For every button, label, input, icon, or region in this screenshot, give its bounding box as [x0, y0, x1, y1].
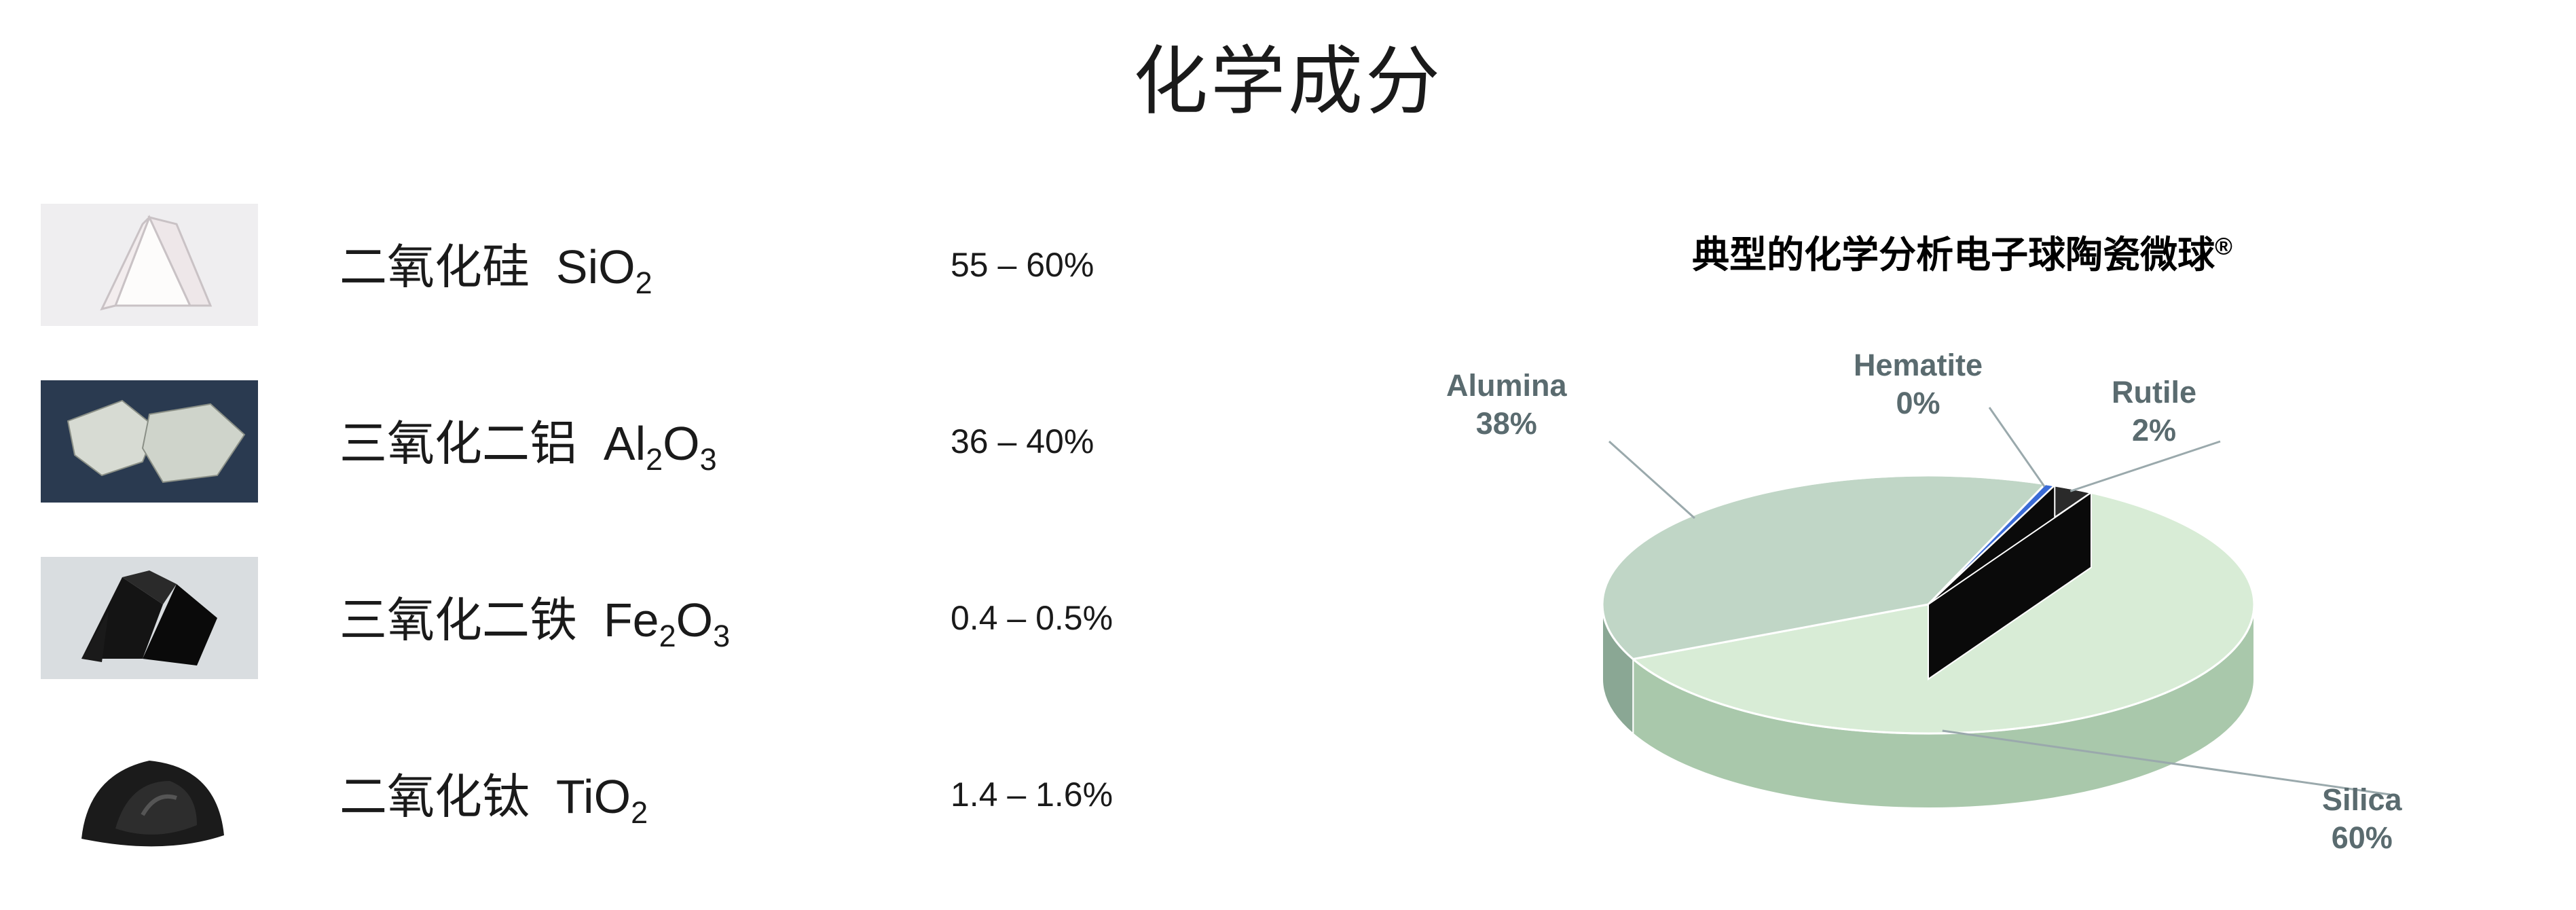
pie-label: Silica60%	[2322, 781, 2402, 858]
component-range: 36 – 40%	[951, 422, 1094, 461]
chart-title: 典型的化学分析电子球陶瓷微球®	[1392, 224, 2533, 278]
pie-label: Hematite0%	[1854, 346, 1983, 423]
mineral-thumb	[41, 380, 258, 503]
composition-row: 二氧化硅 SiO2 55 – 60%	[41, 204, 1331, 326]
composition-row: 二氧化钛 TiO2 1.4 – 1.6%	[41, 733, 1331, 856]
pie-label: Alumina38%	[1446, 367, 1567, 443]
composition-row: 三氧化二铁 Fe2O3 0.4 – 0.5%	[41, 557, 1331, 679]
pie-chart: Alumina38%Hematite0%Rutile2%Silica60%	[1392, 360, 2533, 835]
page-title: 化学成分	[0, 20, 2576, 129]
component-range: 1.4 – 1.6%	[951, 775, 1113, 814]
mineral-thumb	[41, 733, 258, 856]
pie-label: Rutile2%	[2112, 374, 2196, 450]
component-name: 二氧化钛 TiO2	[339, 759, 951, 831]
mineral-thumb	[41, 204, 258, 326]
component-name: 二氧化硅 SiO2	[339, 229, 951, 301]
component-name: 三氧化二铝 Al2O3	[339, 405, 951, 477]
component-name: 三氧化二铁 Fe2O3	[339, 582, 951, 654]
composition-list: 二氧化硅 SiO2 55 – 60% 三氧化二铝 Al2O3 36 – 40% …	[41, 204, 1331, 910]
composition-row: 三氧化二铝 Al2O3 36 – 40%	[41, 380, 1331, 503]
component-range: 55 – 60%	[951, 245, 1094, 285]
chart-panel: 典型的化学分析电子球陶瓷微球® Alumina38%Hematite0%Ruti…	[1392, 224, 2533, 835]
component-range: 0.4 – 0.5%	[951, 598, 1113, 638]
mineral-thumb	[41, 557, 258, 679]
pie-svg	[1453, 360, 2471, 835]
